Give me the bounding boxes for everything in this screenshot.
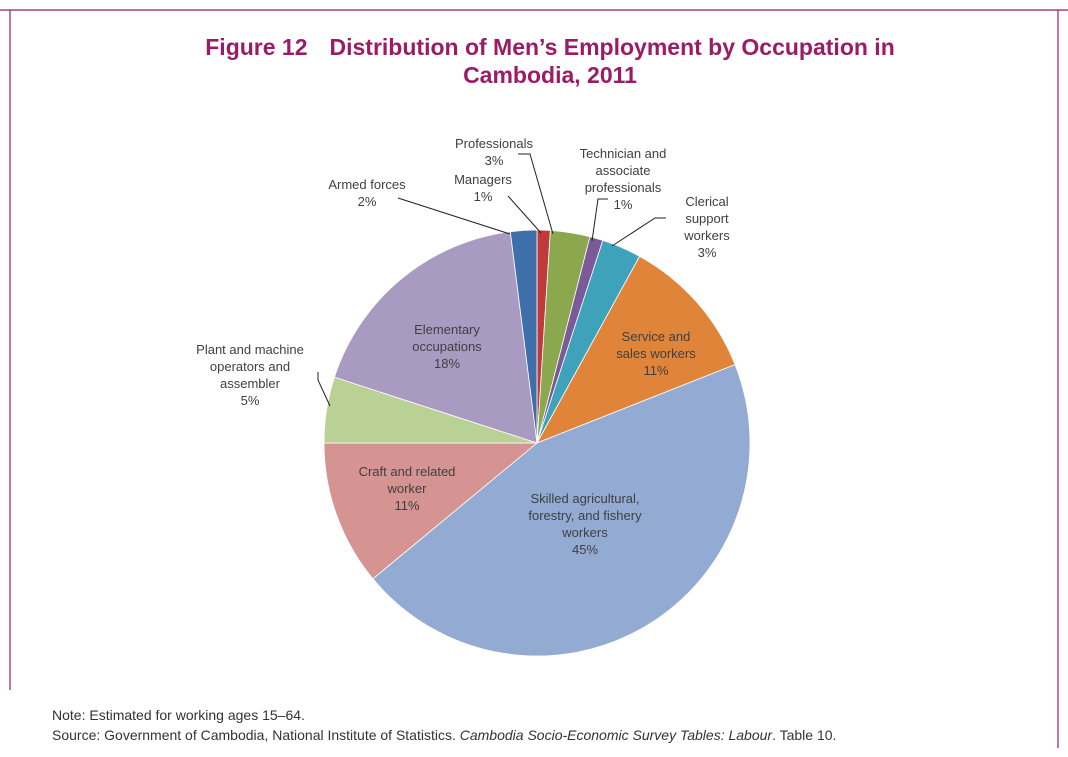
- value-label: 1%: [473, 189, 493, 204]
- category-label: Technician and associate professionals: [579, 146, 667, 195]
- value-label: 45%: [571, 542, 599, 557]
- slice-label: Technician and associate professionals 1%: [564, 145, 682, 213]
- leader-line: [397, 197, 511, 235]
- value-label: 11%: [643, 363, 669, 378]
- slice: [372, 364, 751, 657]
- value-label: 18%: [433, 356, 461, 371]
- pie: [323, 229, 751, 657]
- slice-label: Plant and machine operators and assemble…: [183, 341, 318, 409]
- leader-line: [518, 153, 554, 235]
- slice-label: Craft and related worker 11%: [347, 463, 467, 514]
- leader-line: [611, 217, 666, 247]
- category-label: Plant and machine operators and assemble…: [196, 342, 304, 391]
- leader-lines: [317, 153, 666, 407]
- slice-label: Managers 1%: [443, 171, 523, 205]
- source-title: Cambodia Socio-Economic Survey Tables: L…: [459, 727, 773, 743]
- slice-label: Professionals 3%: [444, 135, 544, 169]
- source-text: Source: Government of Cambodia, National…: [52, 727, 460, 743]
- value-label: 3%: [697, 245, 717, 260]
- figure-label: Figure 12: [205, 34, 308, 60]
- source: Source: Government of Cambodia, National…: [52, 727, 836, 743]
- slice-label: Elementary occupations 18%: [400, 321, 495, 372]
- value-label: 2%: [357, 194, 377, 209]
- leader-line: [591, 198, 608, 242]
- value-label: 11%: [394, 498, 420, 513]
- slice-label: Armed forces 2%: [317, 176, 417, 210]
- category-label: Clerical support workers: [684, 194, 730, 243]
- category-label: Craft and related worker: [358, 464, 456, 496]
- note: Note: Estimated for working ages 15–64.: [52, 707, 305, 723]
- value-label: 1%: [613, 197, 633, 212]
- slice: [323, 442, 539, 580]
- category-label: Skilled agricultural, forestry, and fish…: [528, 491, 642, 540]
- category-label: Managers: [454, 172, 512, 187]
- slice-label: Service and sales workers 11%: [606, 328, 706, 379]
- value-label: 5%: [240, 393, 260, 408]
- leader-line: [507, 195, 542, 234]
- slice-label: Skilled agricultural, forestry, and fish…: [510, 490, 660, 558]
- leader-line: [317, 372, 331, 407]
- title: Figure 12 Distribution of Men’s Employmen…: [150, 33, 950, 89]
- slice: [333, 231, 538, 444]
- category-label: Service and sales workers: [616, 329, 696, 361]
- category-label: Armed forces: [328, 177, 406, 192]
- slice: [536, 255, 736, 444]
- slice-label: Clerical support workers 3%: [675, 193, 739, 261]
- source-text: . Table 10.: [772, 727, 837, 743]
- category-label: Professionals: [454, 136, 534, 151]
- chart-title: Distribution of Men’s Employment by Occu…: [329, 34, 895, 88]
- slice: [509, 229, 538, 444]
- value-label: 3%: [484, 153, 504, 168]
- category-label: Elementary occupations: [412, 322, 482, 354]
